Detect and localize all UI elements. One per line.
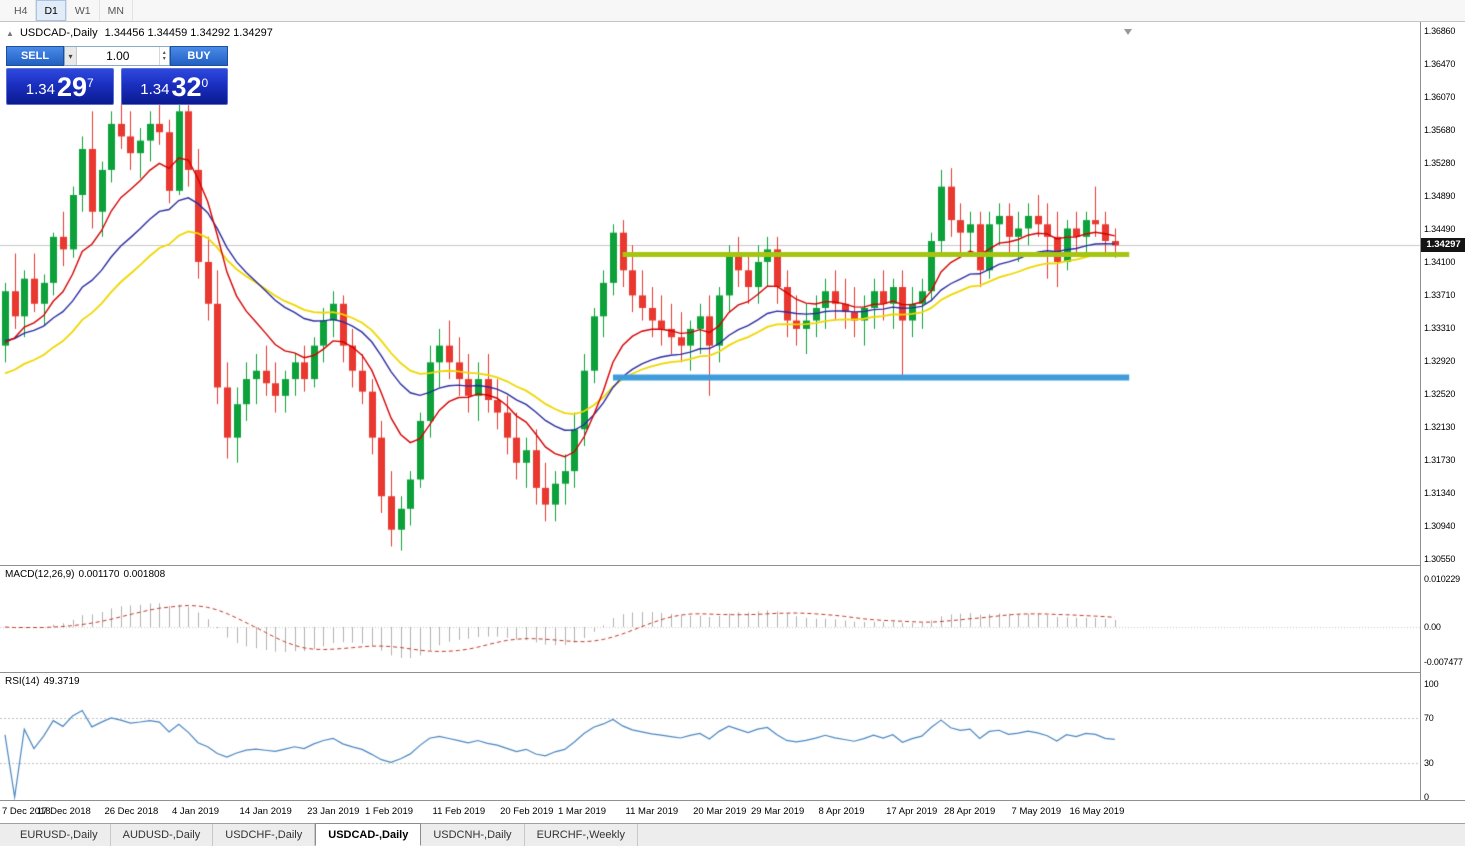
timeframe-d1[interactable]: D1 <box>36 0 67 21</box>
price-chart-panel: ▲ USDCAD-,Daily 1.34456 1.34459 1.34292 … <box>0 22 1420 565</box>
current-price-tag: 1.34297 <box>1421 238 1465 253</box>
rsi-canvas[interactable] <box>0 673 1420 800</box>
time-axis-label: 7 May 2019 <box>1011 806 1062 817</box>
macd-indicator-panel: MACD(12,26,9) 0.001170 0.001808 <box>0 566 1420 672</box>
buy-price-display[interactable]: 1.34 32 0 <box>120 68 228 105</box>
scale-tick-label: 1.31340 <box>1424 487 1456 498</box>
tab-eurusd-daily[interactable]: EURUSD-,Daily <box>8 824 111 846</box>
scale-tick-label: 1.36070 <box>1424 92 1456 103</box>
price-scale[interactable]: 1.34297 1.36860 1.36470 1.36070 1.35680 1.35… <box>1420 22 1465 802</box>
scale-tick-label: -0.007477 <box>1424 657 1463 668</box>
time-axis-label: 14 Jan 2019 <box>239 806 292 817</box>
buy-price-big: 32 <box>171 72 202 102</box>
sell-price-sup: 7 <box>87 76 94 90</box>
time-axis-label: 11 Mar 2019 <box>625 806 679 817</box>
time-axis-label: 8 Apr 2019 <box>818 806 865 817</box>
time-axis-label: 17 Dec 2018 <box>36 806 91 817</box>
panel-separator[interactable] <box>0 565 1465 566</box>
time-axis-label: 7 Dec 2018 <box>2 806 51 817</box>
scale-tick-label: 1.33710 <box>1424 289 1456 300</box>
macd-label: MACD(12,26,9) 0.001170 0.001808 <box>5 569 166 580</box>
tab-audusd-daily[interactable]: AUDUSD-,Daily <box>111 824 214 846</box>
tab-usdcad-daily[interactable]: USDCAD-,Daily <box>315 823 422 846</box>
time-axis-label: 4 Jan 2019 <box>172 806 220 817</box>
buy-button[interactable]: BUY <box>170 46 228 66</box>
one-click-trading-panel: SELL ▾ ▴▾ BUY 1.34 29 7 1.34 32 0 <box>6 46 228 105</box>
time-axis-label: 1 Mar 2019 <box>558 806 607 817</box>
time-axis-label: 11 Feb 2019 <box>432 806 486 817</box>
chart-shift-marker[interactable] <box>1124 29 1132 35</box>
time-axis-label: 20 Feb 2019 <box>500 806 554 817</box>
scale-tick-label: 1.34890 <box>1424 190 1456 201</box>
rsi-indicator-panel: RSI(14) 49.3719 <box>0 673 1420 800</box>
scale-tick-label: 100 <box>1424 679 1439 689</box>
volume-control: ▾ ▴▾ <box>64 46 170 66</box>
scale-tick-label: 0.00 <box>1424 622 1441 632</box>
time-axis-label: 20 Mar 2019 <box>693 806 747 817</box>
sell-button[interactable]: SELL <box>6 46 64 66</box>
timeframe-w1[interactable]: W1 <box>67 0 100 21</box>
macd-canvas[interactable] <box>0 566 1420 672</box>
collapse-trade-panel-icon[interactable]: ▲ <box>6 29 14 38</box>
scale-tick-label: 0 <box>1424 792 1429 802</box>
buy-price-main: 1.34 <box>140 81 170 98</box>
scale-tick-label: 1.34100 <box>1424 256 1456 267</box>
time-axis-label: 1 Feb 2019 <box>365 806 414 817</box>
scale-tick-label: 0.010229 <box>1424 573 1460 584</box>
rsi-label: RSI(14) 49.3719 <box>5 676 80 687</box>
scale-tick-label: 1.30550 <box>1424 554 1456 564</box>
tab-usdchf-daily[interactable]: USDCHF-,Daily <box>213 824 316 846</box>
volume-input[interactable] <box>76 47 159 65</box>
chart-tabs-bar: EURUSD-,Daily AUDUSD-,Daily USDCHF-,Daily U… <box>0 823 1465 846</box>
scale-tick-label: 1.31730 <box>1424 455 1456 466</box>
scale-tick-label: 70 <box>1424 712 1434 723</box>
time-axis[interactable]: 7 Dec 2018 17 Dec 2018 26 Dec 2018 4 Jan 20… <box>0 801 1420 823</box>
time-axis-label: 23 Jan 2019 <box>307 806 360 817</box>
time-axis-label: 26 Dec 2018 <box>104 806 159 817</box>
chart-ohlc-values: 1.34456 1.34459 1.34292 1.34297 <box>104 27 273 39</box>
timeframe-h4[interactable]: H4 <box>6 0 37 21</box>
scale-tick-label: 1.32920 <box>1424 355 1456 366</box>
time-axis-label: 17 Apr 2019 <box>886 806 938 817</box>
scale-tick-label: 1.35280 <box>1424 158 1456 169</box>
scale-tick-label: 30 <box>1424 758 1434 769</box>
scale-tick-label: 1.33310 <box>1424 323 1456 334</box>
time-axis-label: 16 May 2019 <box>1069 806 1125 817</box>
time-axis-label: 29 Mar 2019 <box>751 806 805 817</box>
panel-separator[interactable] <box>0 672 1465 673</box>
scale-tick-label: 1.30940 <box>1424 521 1456 532</box>
chart-symbol-label: USDCAD-,Daily <box>19 27 98 39</box>
scale-tick-label: 1.36470 <box>1424 58 1456 69</box>
timeframe-toolbar: H4 D1 W1 MN <box>0 0 1465 22</box>
scale-tick-label: 1.34490 <box>1424 224 1456 235</box>
scale-tick-label: 1.32130 <box>1424 421 1456 432</box>
panel-separator[interactable] <box>0 800 1465 801</box>
scale-tick-label: 1.35680 <box>1424 124 1456 135</box>
buy-price-sup: 0 <box>201 76 209 90</box>
volume-dropdown-icon[interactable]: ▾ <box>65 47 77 65</box>
sell-price-big: 29 <box>56 72 88 102</box>
chart-window: ▲ USDCAD-,Daily 1.34456 1.34459 1.34292 … <box>0 22 1465 823</box>
tab-eurchf-weekly[interactable]: EURCHF-,Weekly <box>525 824 638 846</box>
time-axis-label: 28 Apr 2019 <box>944 806 996 817</box>
volume-spinner[interactable]: ▴ ▾ <box>158 47 169 65</box>
timeframe-mn[interactable]: MN <box>100 0 133 21</box>
tab-usdcnh-daily[interactable]: USDCNH-,Daily <box>421 824 525 846</box>
scale-tick-label: 1.32520 <box>1424 389 1456 400</box>
timeframe-buttons: H4 D1 W1 MN <box>6 0 133 21</box>
chart-header: ▲ USDCAD-,Daily 1.34456 1.34459 1.34292 … <box>6 27 273 39</box>
price-chart-canvas[interactable] <box>0 22 1420 565</box>
scale-tick-label: 1.36860 <box>1424 26 1456 36</box>
sell-price-main: 1.34 <box>25 81 55 98</box>
sell-price-display[interactable]: 1.34 29 7 <box>6 68 114 105</box>
